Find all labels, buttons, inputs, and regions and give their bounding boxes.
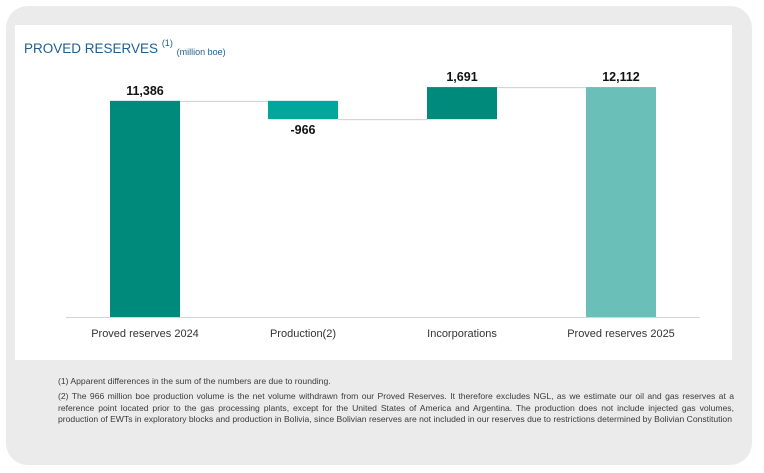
- footnotes: (1) Apparent differences in the sum of t…: [58, 376, 734, 429]
- bar-production-2: [268, 100, 338, 120]
- connectors-group: [180, 87, 586, 121]
- x-tick-label: Proved reserves 2025: [567, 328, 675, 340]
- value-label: 11,386: [126, 84, 164, 98]
- tick-labels-group: Proved reserves 2024 Production(2) Incorpo…: [91, 328, 675, 340]
- bars-group: [110, 87, 656, 317]
- chart-title-text: PROVED RESERVES: [24, 41, 159, 56]
- footnote-2: (2) The 966 million boe production volum…: [58, 391, 734, 424]
- chart-title-footnote-ref: (1): [161, 38, 173, 48]
- footnote-1: (1) Apparent differences in the sum of t…: [58, 376, 331, 386]
- value-labels-group: 11,386 -966 1,691 12,112: [126, 70, 640, 137]
- chart-unit: (million boe): [176, 47, 226, 57]
- bar-proved-reserves-2024: [110, 100, 180, 317]
- bar-proved-reserves-2025: [586, 87, 656, 317]
- bar-incorporations: [427, 87, 497, 120]
- value-label: 1,691: [446, 70, 477, 84]
- value-label: 12,112: [602, 70, 640, 84]
- value-label: -966: [290, 123, 315, 137]
- chart-title: PROVED RESERVES (1) (million boe): [24, 38, 226, 57]
- x-tick-label: Incorporations: [427, 328, 497, 340]
- x-tick-label: Proved reserves 2024: [91, 328, 199, 340]
- x-tick-label: Production(2): [270, 328, 336, 340]
